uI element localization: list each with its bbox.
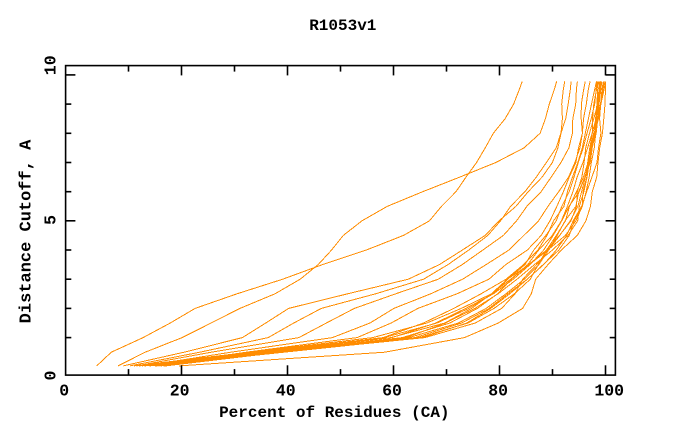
svg-text:40: 40 (276, 382, 296, 401)
svg-text:0: 0 (59, 382, 69, 401)
svg-text:5: 5 (41, 215, 60, 225)
svg-text:0: 0 (41, 371, 60, 381)
svg-text:60: 60 (382, 382, 402, 401)
svg-text:20: 20 (170, 382, 190, 401)
svg-text:10: 10 (41, 55, 60, 75)
svg-text:100: 100 (594, 382, 624, 401)
svg-text:R1053v1: R1053v1 (309, 17, 376, 35)
svg-text:Percent of Residues (CA): Percent of Residues (CA) (219, 404, 449, 422)
svg-text:Distance Cutoff, A: Distance Cutoff, A (17, 139, 36, 323)
svg-text:80: 80 (488, 382, 508, 401)
